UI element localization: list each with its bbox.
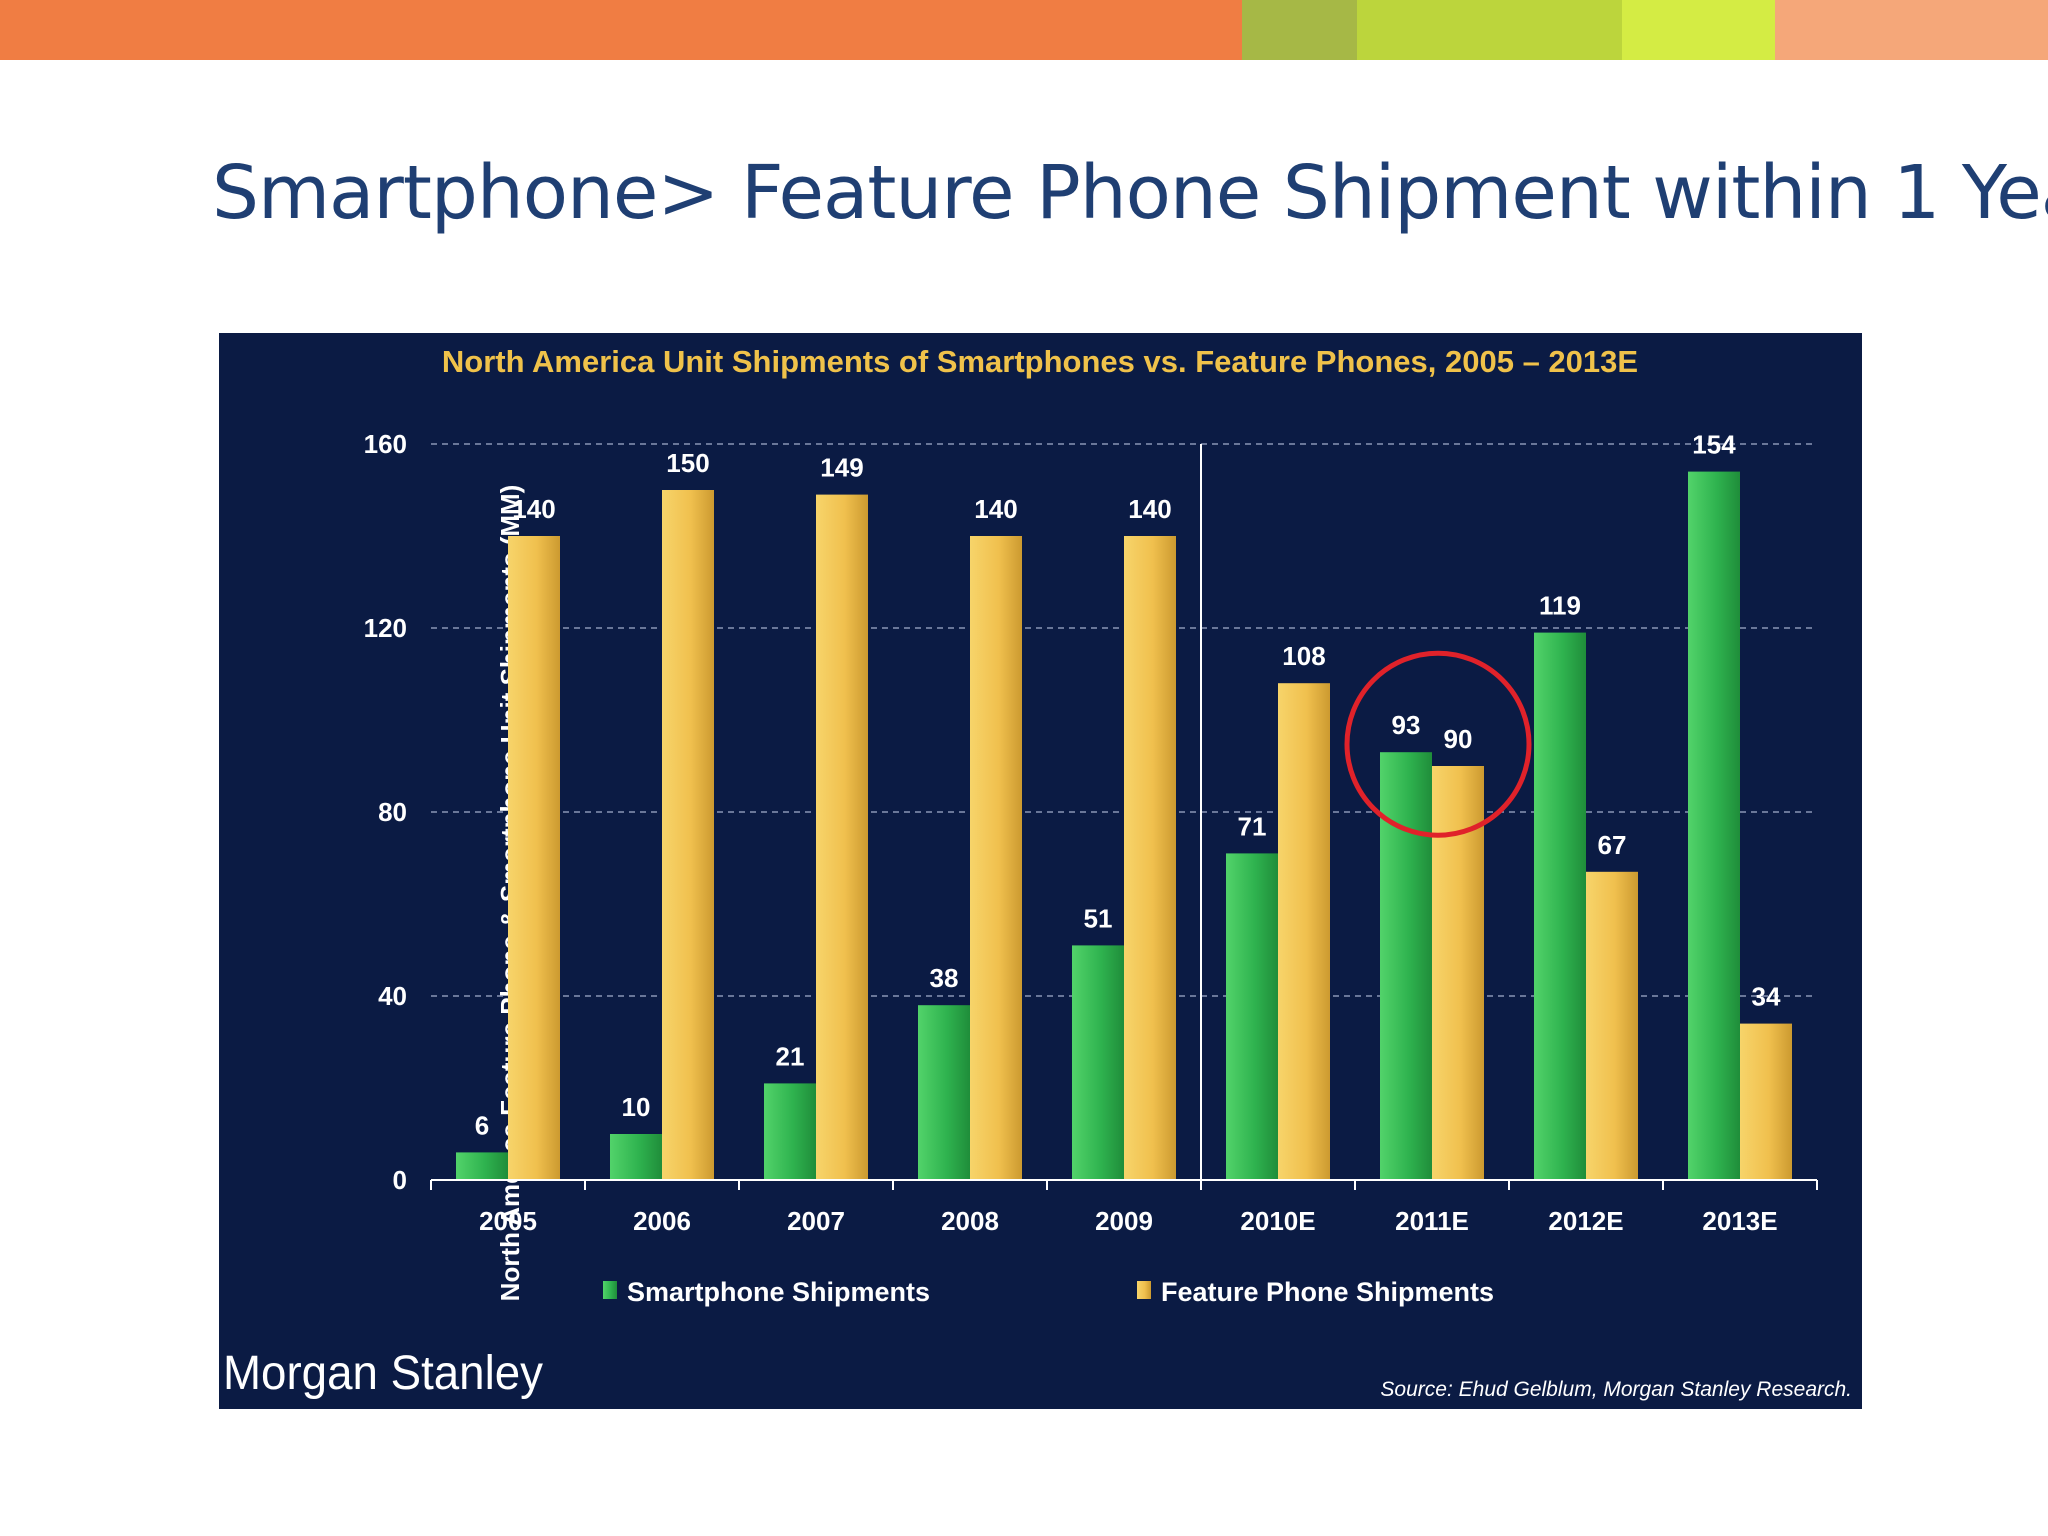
smartphone-bar	[610, 1134, 662, 1180]
y-tick-label: 80	[378, 797, 407, 827]
feature-phone-data-label: 90	[1444, 724, 1473, 754]
top-color-bar	[0, 0, 2048, 60]
legend-swatch-feature-phone	[1137, 1281, 1151, 1299]
feature-phone-data-label: 108	[1282, 641, 1325, 671]
feature-phone-data-label: 140	[1128, 494, 1171, 524]
feature-phone-bar	[1278, 683, 1330, 1180]
smartphone-data-label: 6	[475, 1110, 489, 1140]
smartphone-data-label: 119	[1539, 591, 1581, 621]
y-tick-label: 120	[364, 613, 407, 643]
brand-logo-text: Morgan Stanley	[223, 1347, 543, 1400]
top-bar-segment-orange	[0, 0, 1242, 60]
x-tick-label: 2007	[787, 1206, 845, 1236]
top-bar-segment-olive	[1242, 0, 1357, 60]
feature-phone-bar	[816, 494, 868, 1181]
y-tick-label: 160	[364, 429, 407, 459]
smartphone-data-label: 154	[1692, 430, 1736, 460]
feature-phone-data-label: 150	[666, 448, 709, 478]
feature-phone-data-label: 34	[1752, 982, 1781, 1012]
smartphone-bar	[456, 1152, 508, 1180]
smartphone-bar	[1072, 945, 1124, 1180]
smartphone-data-label: 71	[1238, 811, 1267, 841]
feature-phone-data-label: 140	[512, 494, 555, 524]
feature-phone-bar	[1124, 536, 1176, 1180]
chart-title: North America Unit Shipments of Smartpho…	[442, 344, 1638, 379]
smartphone-data-label: 10	[622, 1092, 651, 1122]
x-tick-label: 2010E	[1240, 1206, 1315, 1236]
x-tick-label: 2006	[633, 1206, 691, 1236]
smartphone-bar	[764, 1083, 816, 1180]
feature-phone-bar	[970, 536, 1022, 1180]
x-tick-label: 2013E	[1702, 1206, 1777, 1236]
y-tick-label: 40	[378, 981, 407, 1011]
smartphone-bar	[1534, 632, 1586, 1180]
smartphone-bar	[1688, 471, 1740, 1181]
legend-label-feature-phone: Feature Phone Shipments	[1161, 1277, 1494, 1307]
smartphone-data-label: 51	[1084, 903, 1113, 933]
x-tick-label: 2005	[479, 1206, 537, 1236]
bar-chart: North America Unit Shipments of Smartpho…	[223, 344, 1852, 1401]
smartphone-bar	[1380, 752, 1432, 1180]
x-tick-label: 2011E	[1395, 1206, 1469, 1236]
feature-phone-bar	[508, 536, 560, 1180]
chart-panel: North America Unit Shipments of Smartpho…	[219, 333, 1862, 1409]
smartphone-data-label: 21	[776, 1041, 805, 1071]
smartphone-bar	[918, 1005, 970, 1180]
smartphone-data-label: 93	[1392, 710, 1421, 740]
top-bar-segment-yellow-green	[1622, 0, 1775, 60]
feature-phone-bar	[1586, 871, 1638, 1180]
legend-label-smartphone: Smartphone Shipments	[627, 1277, 930, 1307]
source-note: Source: Ehud Gelblum, Morgan Stanley Res…	[1380, 1378, 1852, 1401]
y-tick-label: 0	[393, 1165, 407, 1195]
legend-swatch-smartphone	[603, 1281, 617, 1299]
feature-phone-bar	[1740, 1023, 1792, 1180]
highlight-circle	[1344, 650, 1532, 838]
feature-phone-data-label: 149	[820, 453, 863, 483]
feature-phone-bar	[662, 490, 714, 1180]
top-bar-segment-lime	[1357, 0, 1622, 60]
smartphone-bar	[1226, 853, 1278, 1180]
x-tick-label: 2009	[1095, 1206, 1153, 1236]
x-tick-label: 2008	[941, 1206, 999, 1236]
slide-title: Smartphone> Feature Phone Shipment withi…	[212, 150, 2048, 236]
feature-phone-data-label: 140	[974, 494, 1017, 524]
top-bar-segment-peach	[1775, 0, 2048, 60]
smartphone-data-label: 38	[930, 963, 959, 993]
feature-phone-data-label: 67	[1598, 830, 1627, 860]
x-tick-label: 2012E	[1548, 1206, 1623, 1236]
